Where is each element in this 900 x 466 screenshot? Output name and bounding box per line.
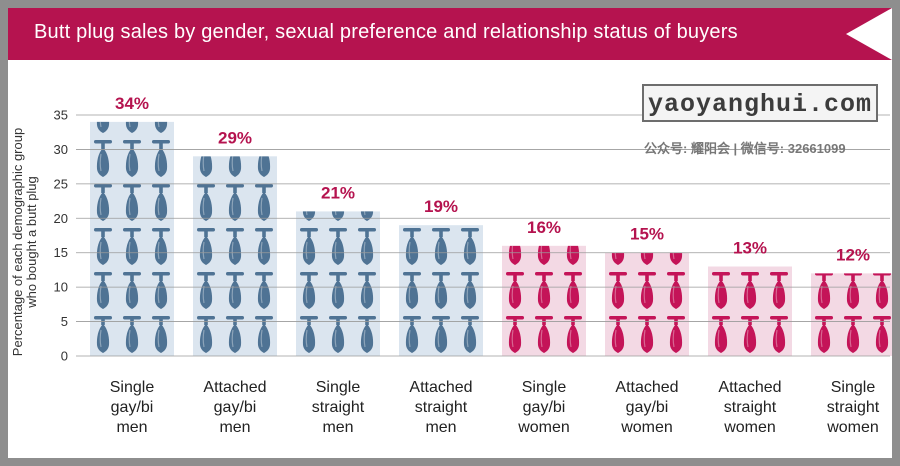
data-label-6: 13% <box>733 238 767 257</box>
y-tick-label: 35 <box>54 108 68 123</box>
x-category-label-1: Attached gay/bi men <box>203 379 266 436</box>
y-tick-label: 30 <box>54 142 68 157</box>
watermark-site: yaoyanghui.com <box>647 90 873 119</box>
bar-3 <box>399 225 483 356</box>
data-label-7: 12% <box>836 245 870 264</box>
data-label-1: 29% <box>218 128 252 147</box>
bar-icons-4 <box>505 245 583 354</box>
y-tick-label: 0 <box>61 349 68 364</box>
y-tick-label: 10 <box>54 280 68 295</box>
plug-icon <box>770 228 788 265</box>
bar-4 <box>502 245 586 356</box>
bar-5 <box>605 252 689 356</box>
watermark-subtitle: 公众号: 耀阳会 | 微信号: 32661099 <box>644 141 846 156</box>
y-tick-label: 15 <box>54 245 68 260</box>
bar-7 <box>811 273 892 356</box>
data-label-4: 16% <box>527 218 561 237</box>
x-category-label-5: Attached gay/bi women <box>615 379 678 436</box>
bar-0 <box>90 121 174 356</box>
bar-icons-3 <box>402 228 480 354</box>
title-banner: Butt plug sales by gender, sexual prefer… <box>8 8 892 60</box>
bar-2 <box>296 211 380 356</box>
banner-notch-shape <box>846 8 892 60</box>
x-category-label-0: Single gay/bi men <box>110 379 155 436</box>
x-category-label-7: Single straight women <box>826 379 880 436</box>
data-label-5: 15% <box>630 225 664 244</box>
data-label-0: 34% <box>115 94 149 113</box>
chart-title: Butt plug sales by gender, sexual prefer… <box>34 21 738 43</box>
bar-icons-5 <box>608 252 686 354</box>
data-label-3: 19% <box>424 197 458 216</box>
x-category-label-3: Attached straight men <box>409 379 472 436</box>
watermark-box: yaoyanghui.com <box>642 84 878 122</box>
x-category-label-4: Single gay/bi women <box>517 379 570 436</box>
plug-icon <box>712 228 730 265</box>
y-tick-label: 5 <box>61 314 68 329</box>
bar-6 <box>708 228 792 356</box>
x-category-label-2: Single straight men <box>312 379 365 436</box>
y-tick-label: 25 <box>54 176 68 191</box>
data-label-2: 21% <box>321 183 355 202</box>
y-tick-label: 20 <box>54 211 68 226</box>
bar-1 <box>193 156 277 356</box>
x-category-label-6: Attached straight women <box>718 379 781 436</box>
bar-chart: 0 5 10 15 20 25 30 35 Percentage of each demogra… <box>10 94 892 436</box>
y-axis-label: Percentage of each demographic groupwho … <box>10 128 39 356</box>
